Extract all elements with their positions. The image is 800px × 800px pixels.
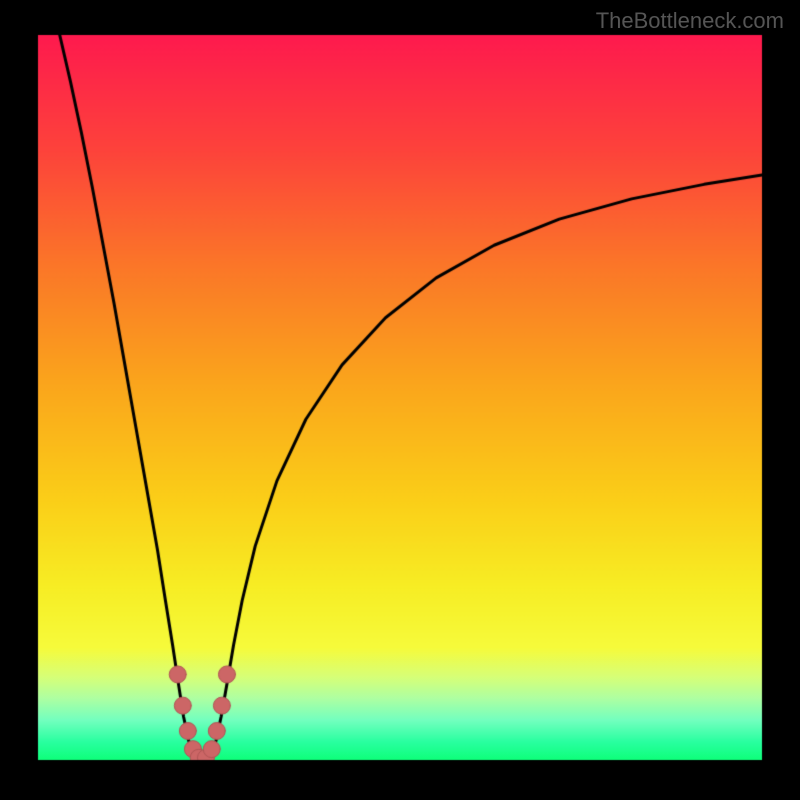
chart-container <box>0 0 800 800</box>
watermark-text: TheBottleneck.com <box>596 8 784 34</box>
bottleneck-curve-chart <box>0 0 800 800</box>
